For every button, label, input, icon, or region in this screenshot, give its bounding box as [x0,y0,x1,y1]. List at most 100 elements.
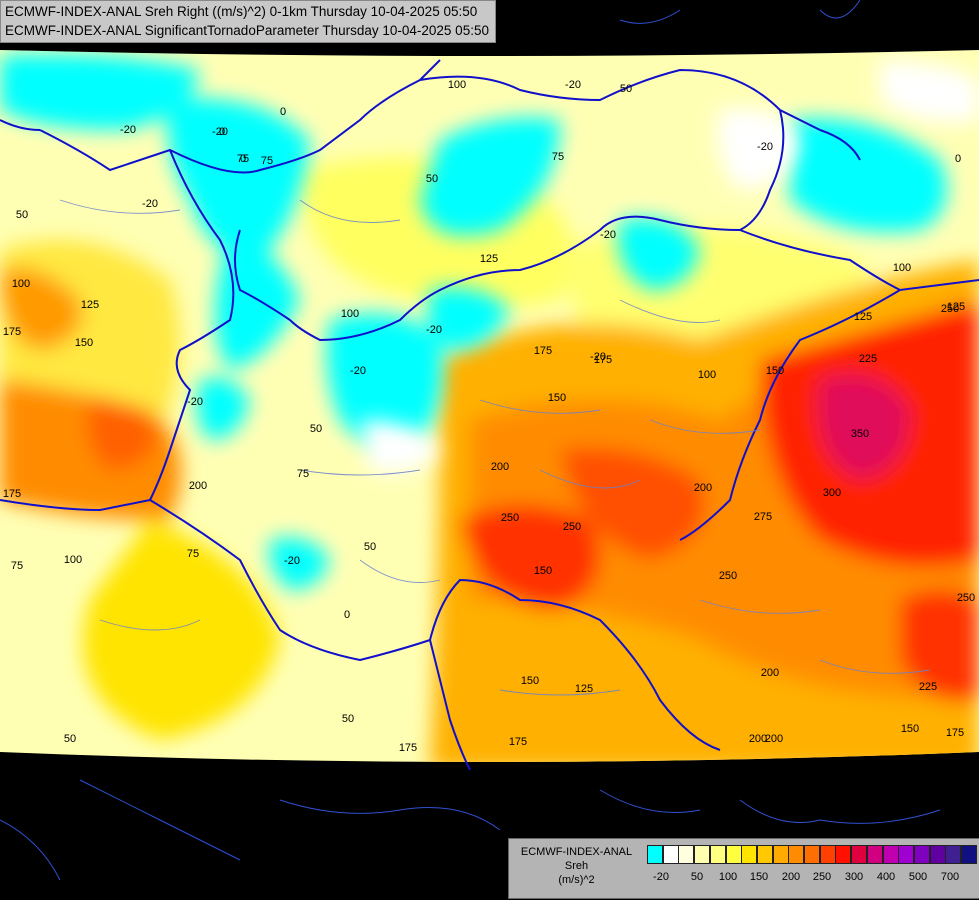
outside-coastlines [0,0,941,881]
contour-label: 175 [399,742,417,754]
contour-label: -20 [212,126,228,138]
legend-model: ECMWF-INDEX-ANAL [520,846,633,858]
map-header: ECMWF-INDEX-ANAL Sreh Right ((m/s)^2) 0-… [0,0,496,43]
legend-swatch [929,845,946,864]
country-borders [0,59,979,771]
legend-swatch [678,845,695,864]
legend-swatch [945,845,962,864]
contour-label: -20 [120,124,136,136]
contour-label: -20 [590,351,606,363]
legend-unit: (m/s)^2 [558,874,595,886]
contour-label: 75 [11,560,23,572]
legend-tick-label: 150 [749,871,769,883]
legend-tick-label: 200 [781,871,801,883]
field-shading [0,50,979,762]
legend-tick-label: 250 [812,871,832,883]
contour-label: 50 [16,209,28,221]
contour-label: 75 [261,155,273,167]
contour-label: 200 [749,733,767,745]
contour-label: 350 [851,428,869,440]
contour-label: 50 [620,83,632,95]
legend-tick-label: 700 [940,871,960,883]
contour-label: -20 [142,198,158,210]
legend-tick-label: 300 [844,871,864,883]
contour-label: 75 [237,153,249,165]
legend-swatch [898,845,915,864]
contour-label: 250 [501,512,519,524]
contour-label: 175 [3,488,21,500]
contour-label: 200 [694,482,712,494]
contour-label: 200 [761,667,779,679]
contour-label: 100 [341,308,359,320]
legend-swatch [851,845,868,864]
contour-label: 150 [75,337,93,349]
contour-label: -20 [757,141,773,153]
legend-swatch [866,845,883,864]
contour-label: 50 [364,541,376,553]
contour-label: 275 [754,511,772,523]
contour-label: 175 [946,727,964,739]
legend-swatch [772,845,789,864]
legend-title: ECMWF-INDEX-ANAL Sreh (m/s)^2 [509,845,644,887]
contour-label: 300 [823,487,841,499]
contour-label: 50 [310,423,322,435]
contour-label: 175 [509,736,527,748]
contour-label: 0 [280,106,286,118]
contour-label: 0 [240,153,246,165]
contour-label: 125 [81,299,99,311]
contour-label: 150 [521,675,539,687]
contour-label: 100 [448,79,466,91]
legend-tick-label: -20 [653,871,669,883]
region-borders [59,199,931,696]
contour-label: 200 [765,733,783,745]
contour-label: 100 [698,369,716,381]
contour-label: 125 [947,301,965,313]
contour-label: 100 [893,262,911,274]
legend-swatch [961,845,977,864]
contour-labels: 0-20-20-200755005075-20050-2010012515017… [3,79,975,754]
legend-swatch [756,845,773,864]
contour-label: 150 [548,392,566,404]
legend-swatch [694,845,711,864]
contour-label: 125 [480,253,498,265]
legend-swatch [662,845,679,864]
contour-label: 50 [342,713,354,725]
contour-label: 0 [219,126,225,138]
contour-label: 150 [901,723,919,735]
contour-label: -20 [350,365,366,377]
contour-label: 0 [955,153,961,165]
contour-label: 150 [766,365,784,377]
contour-label: 175 [594,354,612,366]
contour-label: 75 [297,468,309,480]
contour-label: 100 [64,554,82,566]
legend-tick-label: 400 [876,871,896,883]
header-line-stp: ECMWF-INDEX-ANAL SignificantTornadoParam… [5,23,489,38]
contour-label: 150 [534,565,552,577]
contour-label: 225 [919,681,937,693]
contour-label: 50 [64,733,76,745]
contour-label: 175 [3,326,21,338]
contour-label: 200 [491,461,509,473]
contour-label: 250 [941,303,959,315]
legend-swatch [741,845,758,864]
contour-label: 175 [534,345,552,357]
legend-swatch [882,845,899,864]
contour-label: 75 [187,548,199,560]
legend-tick-label: 500 [908,871,928,883]
legend-parameter: Sreh [564,860,589,872]
color-legend: ECMWF-INDEX-ANAL Sreh (m/s)^2 -20 50 100 15… [508,838,979,899]
legend-swatch [913,845,930,864]
legend-swatch [835,845,852,864]
contour-label: 125 [854,311,872,323]
contour-label: 250 [563,521,581,533]
legend-tick-label: 100 [718,871,738,883]
legend-swatch [788,845,805,864]
legend-swatch [647,845,663,864]
contour-label: 250 [719,570,737,582]
contour-label: 100 [12,278,30,290]
contour-label: 200 [189,480,207,492]
contour-label: -20 [426,324,442,336]
contour-label: -20 [187,396,203,408]
legend-swatch [804,845,820,864]
